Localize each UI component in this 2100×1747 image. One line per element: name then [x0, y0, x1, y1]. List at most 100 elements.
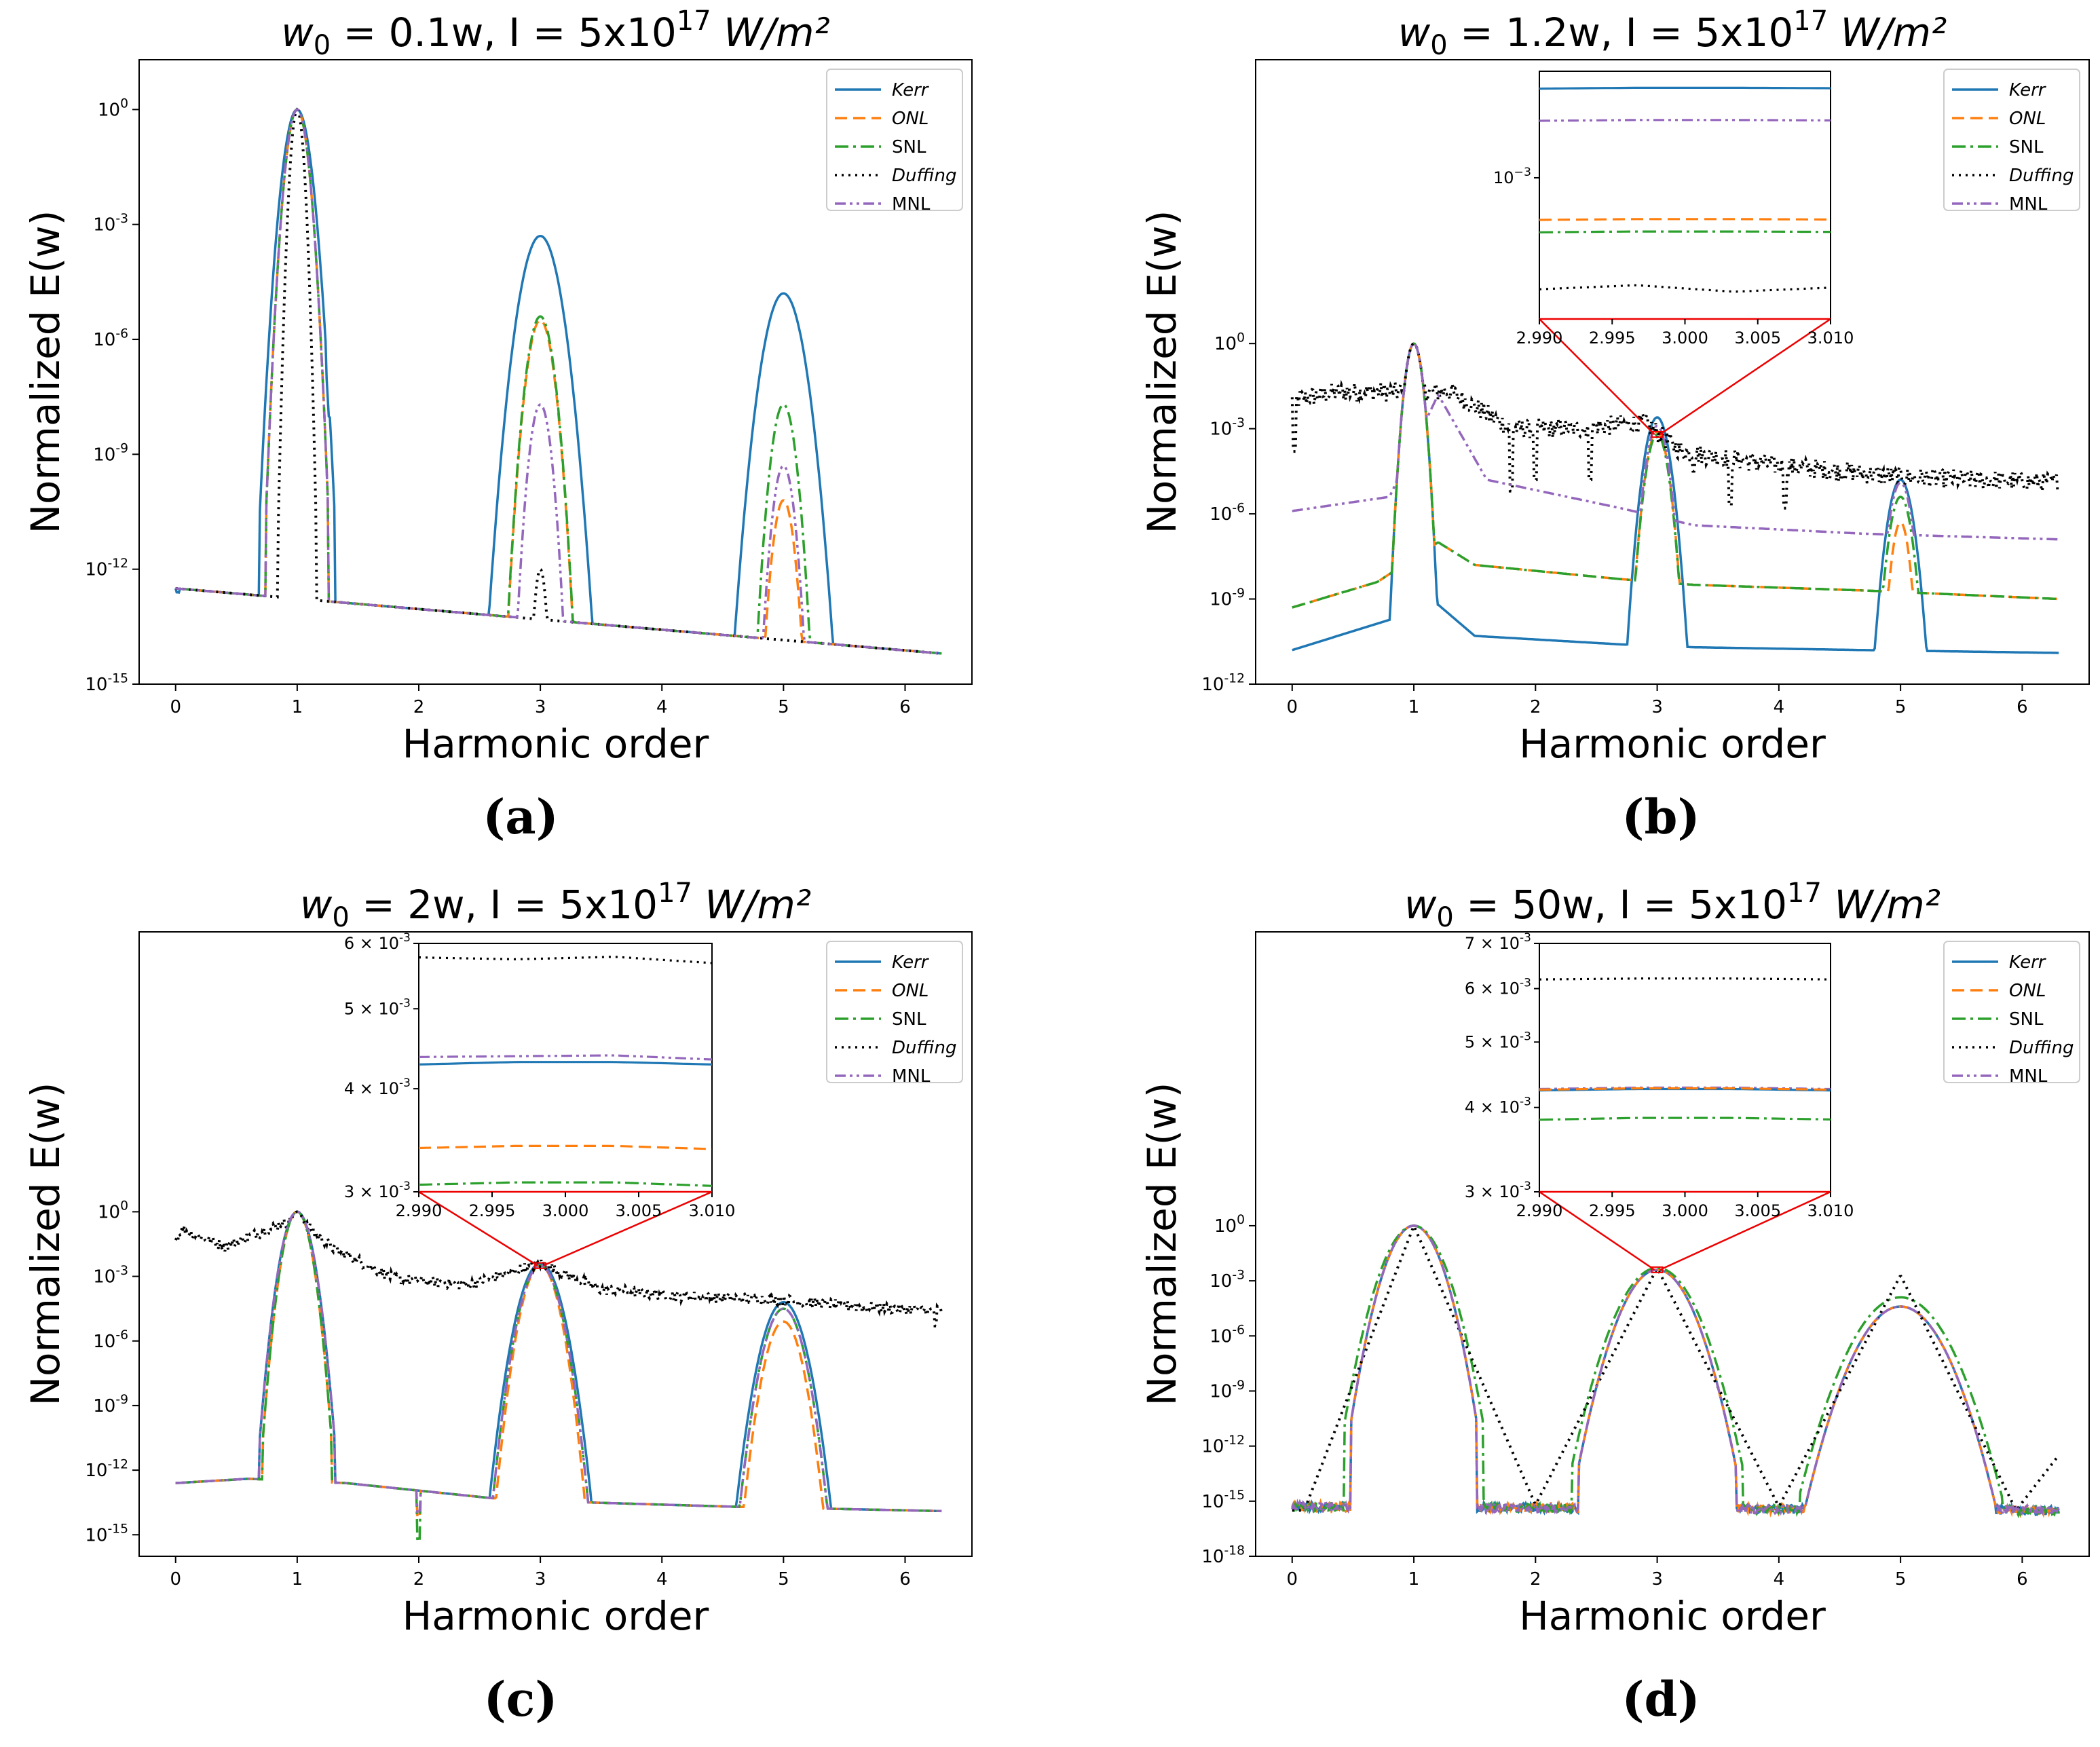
y-tick-label: 100: [1214, 331, 1245, 354]
y-tick-label: 10-9: [93, 442, 128, 466]
inset: 2.990 2.995 3.000 3.005 3.010 6 × 10-3 5 × 10-…: [344, 931, 736, 1269]
y-tick-label: 10-12: [1201, 671, 1245, 695]
inset-x-tick-label: 2.990: [1516, 1201, 1563, 1220]
y-tick-label: 10-12: [85, 557, 128, 580]
legend-label-snl: SNL: [2009, 137, 2044, 157]
inset-x-tick-label: 2.995: [469, 1201, 516, 1220]
inset-line-snl: [1539, 230, 1831, 233]
inset-y-tick-label: 5 × 10-3: [1465, 1030, 1531, 1051]
x-tick-label: 0: [1287, 1569, 1298, 1590]
legend-label-mnl: MNL: [2009, 194, 2048, 214]
legend-label-kerr: Kerr: [892, 80, 930, 100]
zoom-connector: [1660, 1190, 1831, 1271]
inset-frame: [1539, 943, 1831, 1192]
x-tick-label: 3: [535, 697, 546, 717]
legend-box: [1943, 941, 2080, 1083]
x-tick-label: 1: [1408, 1569, 1420, 1590]
x-axis-label: Harmonic order: [402, 721, 709, 767]
legend-label-duffing: Duffing: [2009, 166, 2074, 186]
x-tick-label: 5: [1895, 1569, 1907, 1590]
legend-label-duffing: Duffing: [892, 166, 956, 186]
legend-label-mnl: MNL: [892, 1066, 931, 1087]
y-tick-label: 10-9: [1210, 1378, 1245, 1402]
inset-line-mnl: [1539, 119, 1831, 122]
legend-label-onl: ONL: [2009, 981, 2046, 1001]
x-tick-label: 1: [292, 1569, 303, 1590]
inset-y-tick-label: 3 × 10-3: [1465, 1180, 1531, 1201]
legend-box: [826, 69, 963, 211]
series-line-snl: [175, 1210, 942, 1543]
zoom-marker: [1651, 1266, 1664, 1273]
panel-caption: (b): [1621, 789, 1700, 845]
inset-y-tick-label: 6 × 10-3: [344, 931, 411, 953]
inset-y-tick-label: 5 × 10-3: [344, 996, 411, 1018]
x-tick-label: 1: [292, 697, 303, 717]
x-tick-label: 4: [656, 1569, 668, 1590]
inset-frame: [1539, 71, 1831, 320]
x-axis-label: Harmonic order: [1519, 1593, 1826, 1639]
inset-x-tick-label: 3.010: [1807, 1201, 1854, 1220]
y-axis-label: Normalized E(w): [1139, 1083, 1185, 1406]
inset-y-tick-label: 3 × 10-3: [344, 1180, 411, 1201]
y-tick-label: 10-6: [1210, 501, 1245, 525]
y-axis-label: Normalized E(w): [22, 210, 69, 534]
inset-y-tick-label: 10−3: [1493, 166, 1531, 187]
x-axis-label: Harmonic order: [1519, 721, 1826, 767]
chart-panel-3: 0 1 2 3 4 5 6 100 10-3 10-6 10-9 10-12 10-15 Harmonic…: [22, 878, 973, 1727]
series-line-mnl: [1292, 342, 2059, 541]
inset-x-tick-label: 3.010: [689, 1201, 736, 1220]
series-line-duffing: [1290, 341, 2059, 510]
y-tick-label: 10-18: [1201, 1543, 1245, 1567]
plot-frame: [1255, 59, 2090, 685]
y-tick-label: 100: [98, 97, 128, 121]
inset-line-snl: [1539, 1116, 1831, 1121]
x-tick-label: 4: [656, 697, 668, 717]
inset-line-duffing: [418, 956, 713, 964]
x-tick-label: 0: [170, 1569, 181, 1590]
chart-title: w0 = 1.2w, I = 5x1017 W/m²: [1398, 5, 1947, 61]
inset-frame: [418, 943, 713, 1192]
inset-line-onl: [418, 1144, 713, 1150]
legend-label-onl: ONL: [892, 109, 929, 129]
x-tick-label: 2: [413, 697, 425, 717]
y-tick-label: 10-3: [93, 212, 128, 236]
chart-title: w0 = 50w, I = 5x1017 W/m²: [1404, 878, 1940, 933]
chart-panel-2: 0 1 2 3 4 5 6 100 10-3 10-6 10-9 10-12 Harmonic orde…: [1139, 5, 2090, 845]
series-line-duffing: [1292, 1222, 2060, 1513]
inset-line-snl: [418, 1181, 713, 1187]
legend-label-kerr: Kerr: [892, 952, 930, 973]
legend: Kerr ONL SNL Duffing MNL: [826, 69, 963, 214]
legend-label-onl: ONL: [892, 981, 929, 1001]
x-tick-label: 5: [1895, 697, 1907, 717]
inset-line-duffing: [1539, 284, 1831, 293]
chart-panel-1: 0 1 2 3 4 5 6 100 10-3 10-6 10-9 10-12 10-15 Harmonic…: [22, 5, 973, 845]
zoom-connector: [418, 1190, 538, 1266]
inset-x-tick-label: 3.005: [1734, 1201, 1781, 1220]
panel-caption: (a): [483, 789, 559, 845]
y-tick-label: 10-12: [85, 1457, 128, 1481]
inset-x-tick-label: 3.000: [542, 1201, 589, 1220]
x-tick-label: 6: [899, 697, 911, 717]
legend: Kerr ONL SNL Duffing MNL: [826, 941, 963, 1087]
x-tick-label: 3: [1651, 697, 1663, 717]
inset-x-tick-label: 3.000: [1662, 1201, 1708, 1220]
y-tick-label: 10-6: [1210, 1323, 1245, 1347]
y-tick-label: 10-6: [93, 326, 128, 350]
series-line-kerr: [175, 1210, 942, 1513]
y-axis-label: Normalized E(w): [22, 1083, 69, 1406]
series-line-onl: [1291, 1224, 2059, 1519]
zoom-connector: [1539, 1190, 1655, 1271]
inset-x-tick-label: 3.005: [616, 1201, 662, 1220]
inset: 2.990 2.995 3.000 3.005 3.010 7 × 10-3 6 × 10-…: [1465, 931, 1854, 1273]
inset-x-tick-label: 2.995: [1589, 1201, 1636, 1220]
legend: Kerr ONL SNL Duffing MNL: [1943, 941, 2080, 1087]
inset-y-tick-label: 6 × 10-3: [1465, 977, 1531, 998]
inset-x-tick-label: 3.005: [1734, 328, 1781, 347]
y-tick-label: 10-3: [93, 1264, 128, 1288]
x-tick-label: 2: [413, 1569, 425, 1590]
y-tick-label: 10-12: [1201, 1433, 1245, 1457]
inset-line-kerr: [418, 1061, 713, 1066]
series-line-snl: [1291, 1224, 2060, 1519]
chart-panel-4: 0 1 2 3 4 5 6 100 10-3 10-6 10-9 10-12 10-15 10-18 Har…: [1139, 878, 2090, 1727]
